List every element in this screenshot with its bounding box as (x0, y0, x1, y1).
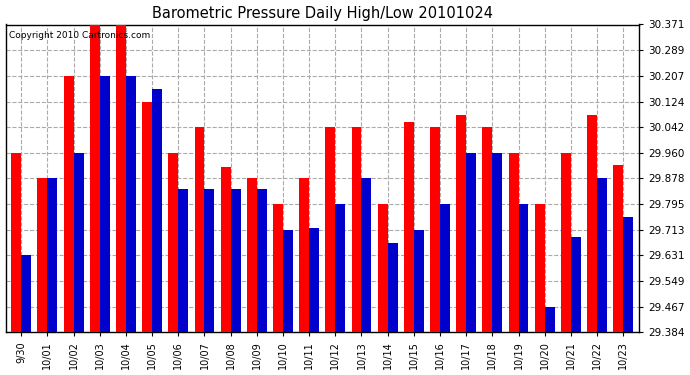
Bar (430, 127, 440, 332)
Bar (623, 217, 633, 332)
Bar (230, 189, 241, 332)
Bar (440, 204, 450, 332)
Bar (456, 115, 466, 332)
Bar (561, 153, 571, 332)
Bar (414, 230, 424, 332)
Bar (377, 204, 388, 332)
Bar (544, 306, 555, 332)
Bar (309, 228, 319, 332)
Bar (221, 167, 230, 332)
Bar (283, 230, 293, 332)
Bar (11, 153, 21, 332)
Text: Copyright 2010 Cartronics.com: Copyright 2010 Cartronics.com (9, 31, 150, 40)
Bar (48, 178, 57, 332)
Bar (351, 127, 362, 332)
Bar (587, 115, 597, 332)
Bar (90, 24, 100, 332)
Bar (493, 153, 502, 332)
Bar (195, 127, 204, 332)
Bar (21, 255, 31, 332)
Bar (37, 178, 48, 332)
Bar (466, 153, 476, 332)
Bar (535, 204, 544, 332)
Bar (63, 76, 74, 332)
Bar (116, 24, 126, 332)
Bar (613, 165, 623, 332)
Bar (247, 178, 257, 332)
Bar (142, 102, 152, 332)
Bar (152, 89, 162, 332)
Bar (509, 153, 518, 332)
Bar (178, 189, 188, 332)
Bar (362, 178, 371, 332)
Bar (257, 189, 267, 332)
Bar (571, 237, 581, 332)
Bar (388, 243, 397, 332)
Bar (597, 178, 607, 332)
Title: Barometric Pressure Daily High/Low 20101024: Barometric Pressure Daily High/Low 20101… (152, 6, 493, 21)
Bar (100, 76, 110, 332)
Bar (168, 153, 178, 332)
Bar (404, 122, 414, 332)
Bar (273, 204, 283, 332)
Bar (204, 189, 215, 332)
Bar (126, 76, 136, 332)
Bar (482, 127, 493, 332)
Bar (335, 204, 345, 332)
Bar (518, 204, 529, 332)
Bar (74, 153, 83, 332)
Bar (299, 178, 309, 332)
Bar (326, 127, 335, 332)
